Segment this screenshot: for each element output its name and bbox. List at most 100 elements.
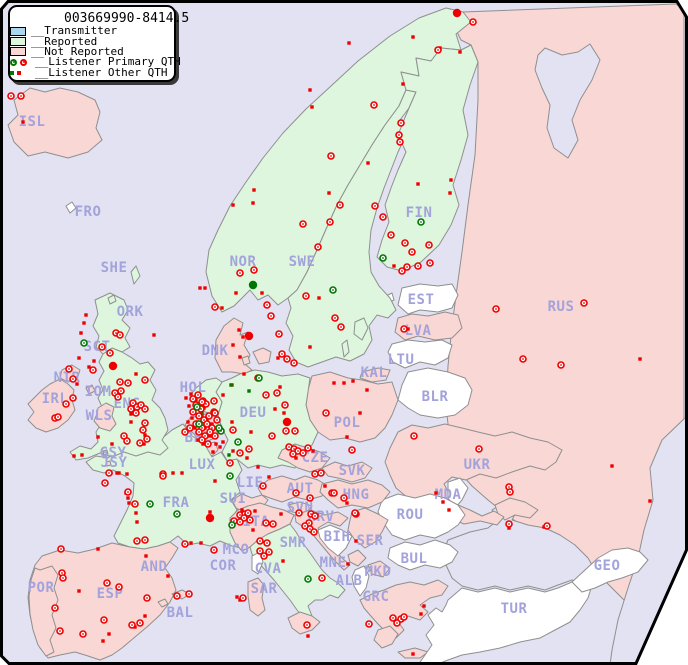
listener-other-marker bbox=[317, 296, 321, 300]
listener-other-marker bbox=[260, 291, 264, 295]
listener-primary-marker bbox=[263, 539, 271, 547]
listener-other-marker bbox=[448, 191, 452, 195]
country-kal bbox=[359, 367, 391, 383]
listener-primary-marker bbox=[69, 375, 77, 383]
listener-primary-marker bbox=[185, 590, 193, 598]
listener-other-marker bbox=[279, 512, 283, 516]
map-label-mkd: MKD bbox=[365, 564, 392, 580]
listener-primary-marker bbox=[181, 428, 189, 436]
map-label-smr: SMR bbox=[280, 535, 307, 551]
listener-other-marker bbox=[201, 442, 205, 446]
listener-primary-marker bbox=[136, 439, 144, 447]
legend-item-not_reported: __Not Reported bbox=[10, 46, 686, 57]
listener-other-marker bbox=[210, 422, 214, 426]
listener-other-marker bbox=[196, 438, 200, 442]
listener-other-marker bbox=[110, 442, 114, 446]
listener-primary-marker bbox=[114, 393, 122, 401]
listener-other-marker bbox=[358, 411, 362, 415]
listener-primary-marker bbox=[205, 412, 213, 420]
country-bih bbox=[317, 524, 353, 557]
listener-primary-marker bbox=[189, 408, 197, 416]
listener-primary-marker bbox=[123, 437, 131, 445]
map-label-tur: TUR bbox=[501, 601, 528, 617]
listener-other-marker bbox=[449, 178, 453, 182]
listener-other-marker bbox=[87, 365, 91, 369]
listener-other-marker bbox=[190, 416, 194, 420]
listener-primary-marker bbox=[291, 427, 299, 435]
listener-other-marker bbox=[77, 589, 81, 593]
country-wls bbox=[93, 402, 117, 432]
listener-primary-marker bbox=[226, 459, 234, 467]
listener-other-marker bbox=[416, 182, 420, 186]
listener-primary-marker bbox=[54, 413, 62, 421]
country-fra bbox=[85, 423, 243, 550]
listener-primary-marker bbox=[89, 366, 97, 374]
listener-primary-marker bbox=[262, 519, 270, 527]
map-label-mco: MCO bbox=[223, 542, 250, 558]
map-label-ukr: UKR bbox=[464, 457, 491, 473]
listener-other-marker bbox=[115, 471, 119, 475]
listener-primary-marker bbox=[181, 540, 189, 548]
map-label-svn: SVN bbox=[287, 500, 314, 516]
listener-other-marker bbox=[129, 412, 133, 416]
map-label-blr: BLR bbox=[422, 389, 449, 405]
listener-primary-marker bbox=[331, 314, 339, 322]
map-label-she: SHE bbox=[101, 260, 128, 276]
country-mda bbox=[447, 477, 469, 509]
listener-primary-marker bbox=[133, 537, 141, 545]
country-svk bbox=[321, 461, 373, 483]
listener-primary-marker bbox=[204, 440, 212, 448]
listener-primary-marker bbox=[106, 349, 114, 357]
country-tur bbox=[417, 574, 593, 665]
country-irl bbox=[27, 378, 76, 433]
listener-other-marker bbox=[311, 449, 315, 453]
listener-primary-marker bbox=[211, 409, 219, 417]
listener-primary-marker bbox=[250, 266, 258, 274]
listener-other-marker bbox=[308, 88, 312, 92]
map-label-lva: LVA bbox=[405, 323, 432, 339]
map-label-ork: ORK bbox=[117, 304, 144, 320]
map-label-bul: BUL bbox=[401, 551, 428, 567]
listener-primary-marker bbox=[141, 405, 149, 413]
listener-other-marker bbox=[208, 434, 212, 438]
map-label-esp: ESP bbox=[97, 586, 124, 602]
listener-other-marker bbox=[125, 472, 129, 476]
listener-cluster-marker bbox=[108, 361, 118, 371]
listener-other-marker bbox=[249, 430, 253, 434]
listener-other-marker bbox=[184, 396, 188, 400]
listener-primary-marker bbox=[505, 520, 513, 528]
country-jsy bbox=[105, 460, 112, 467]
listener-primary-marker bbox=[211, 303, 219, 311]
listener-other-marker bbox=[507, 526, 511, 530]
listener-other-marker bbox=[21, 120, 25, 124]
listener-primary-marker bbox=[203, 420, 211, 428]
map-label-and: AND bbox=[141, 559, 168, 575]
listener-primary-marker bbox=[131, 500, 139, 508]
listener-other-marker bbox=[220, 306, 224, 310]
listener-primary-circles-icon bbox=[10, 58, 31, 66]
listener-primary-marker bbox=[7, 92, 15, 100]
listener-primary-marker bbox=[295, 509, 303, 517]
map-label-hol: HOL bbox=[180, 380, 207, 396]
listener-other-marker bbox=[347, 41, 351, 45]
legend-item-transmitter: __Transmitter bbox=[10, 25, 686, 36]
listener-other-marker bbox=[82, 321, 86, 325]
listener-primary-marker bbox=[387, 231, 395, 239]
listener-primary-marker bbox=[259, 482, 267, 490]
listener-primary-marker bbox=[417, 218, 425, 226]
listener-primary-marker bbox=[141, 376, 149, 384]
listener-primary-marker bbox=[141, 536, 149, 544]
listener-other-marker bbox=[345, 501, 349, 505]
listener-primary-marker bbox=[56, 627, 64, 635]
map-label-rus: RUS bbox=[548, 299, 575, 315]
listener-primary-marker bbox=[65, 365, 73, 373]
listener-primary-marker bbox=[198, 436, 206, 444]
country-oland bbox=[341, 339, 350, 358]
listener-primary-marker bbox=[256, 547, 264, 555]
listener-primary-marker bbox=[329, 286, 337, 294]
map-label-lie: LIE bbox=[237, 475, 264, 491]
listener-other-marker bbox=[127, 501, 131, 505]
listener-primary-marker bbox=[557, 361, 565, 369]
listener-primary-marker bbox=[283, 355, 291, 363]
